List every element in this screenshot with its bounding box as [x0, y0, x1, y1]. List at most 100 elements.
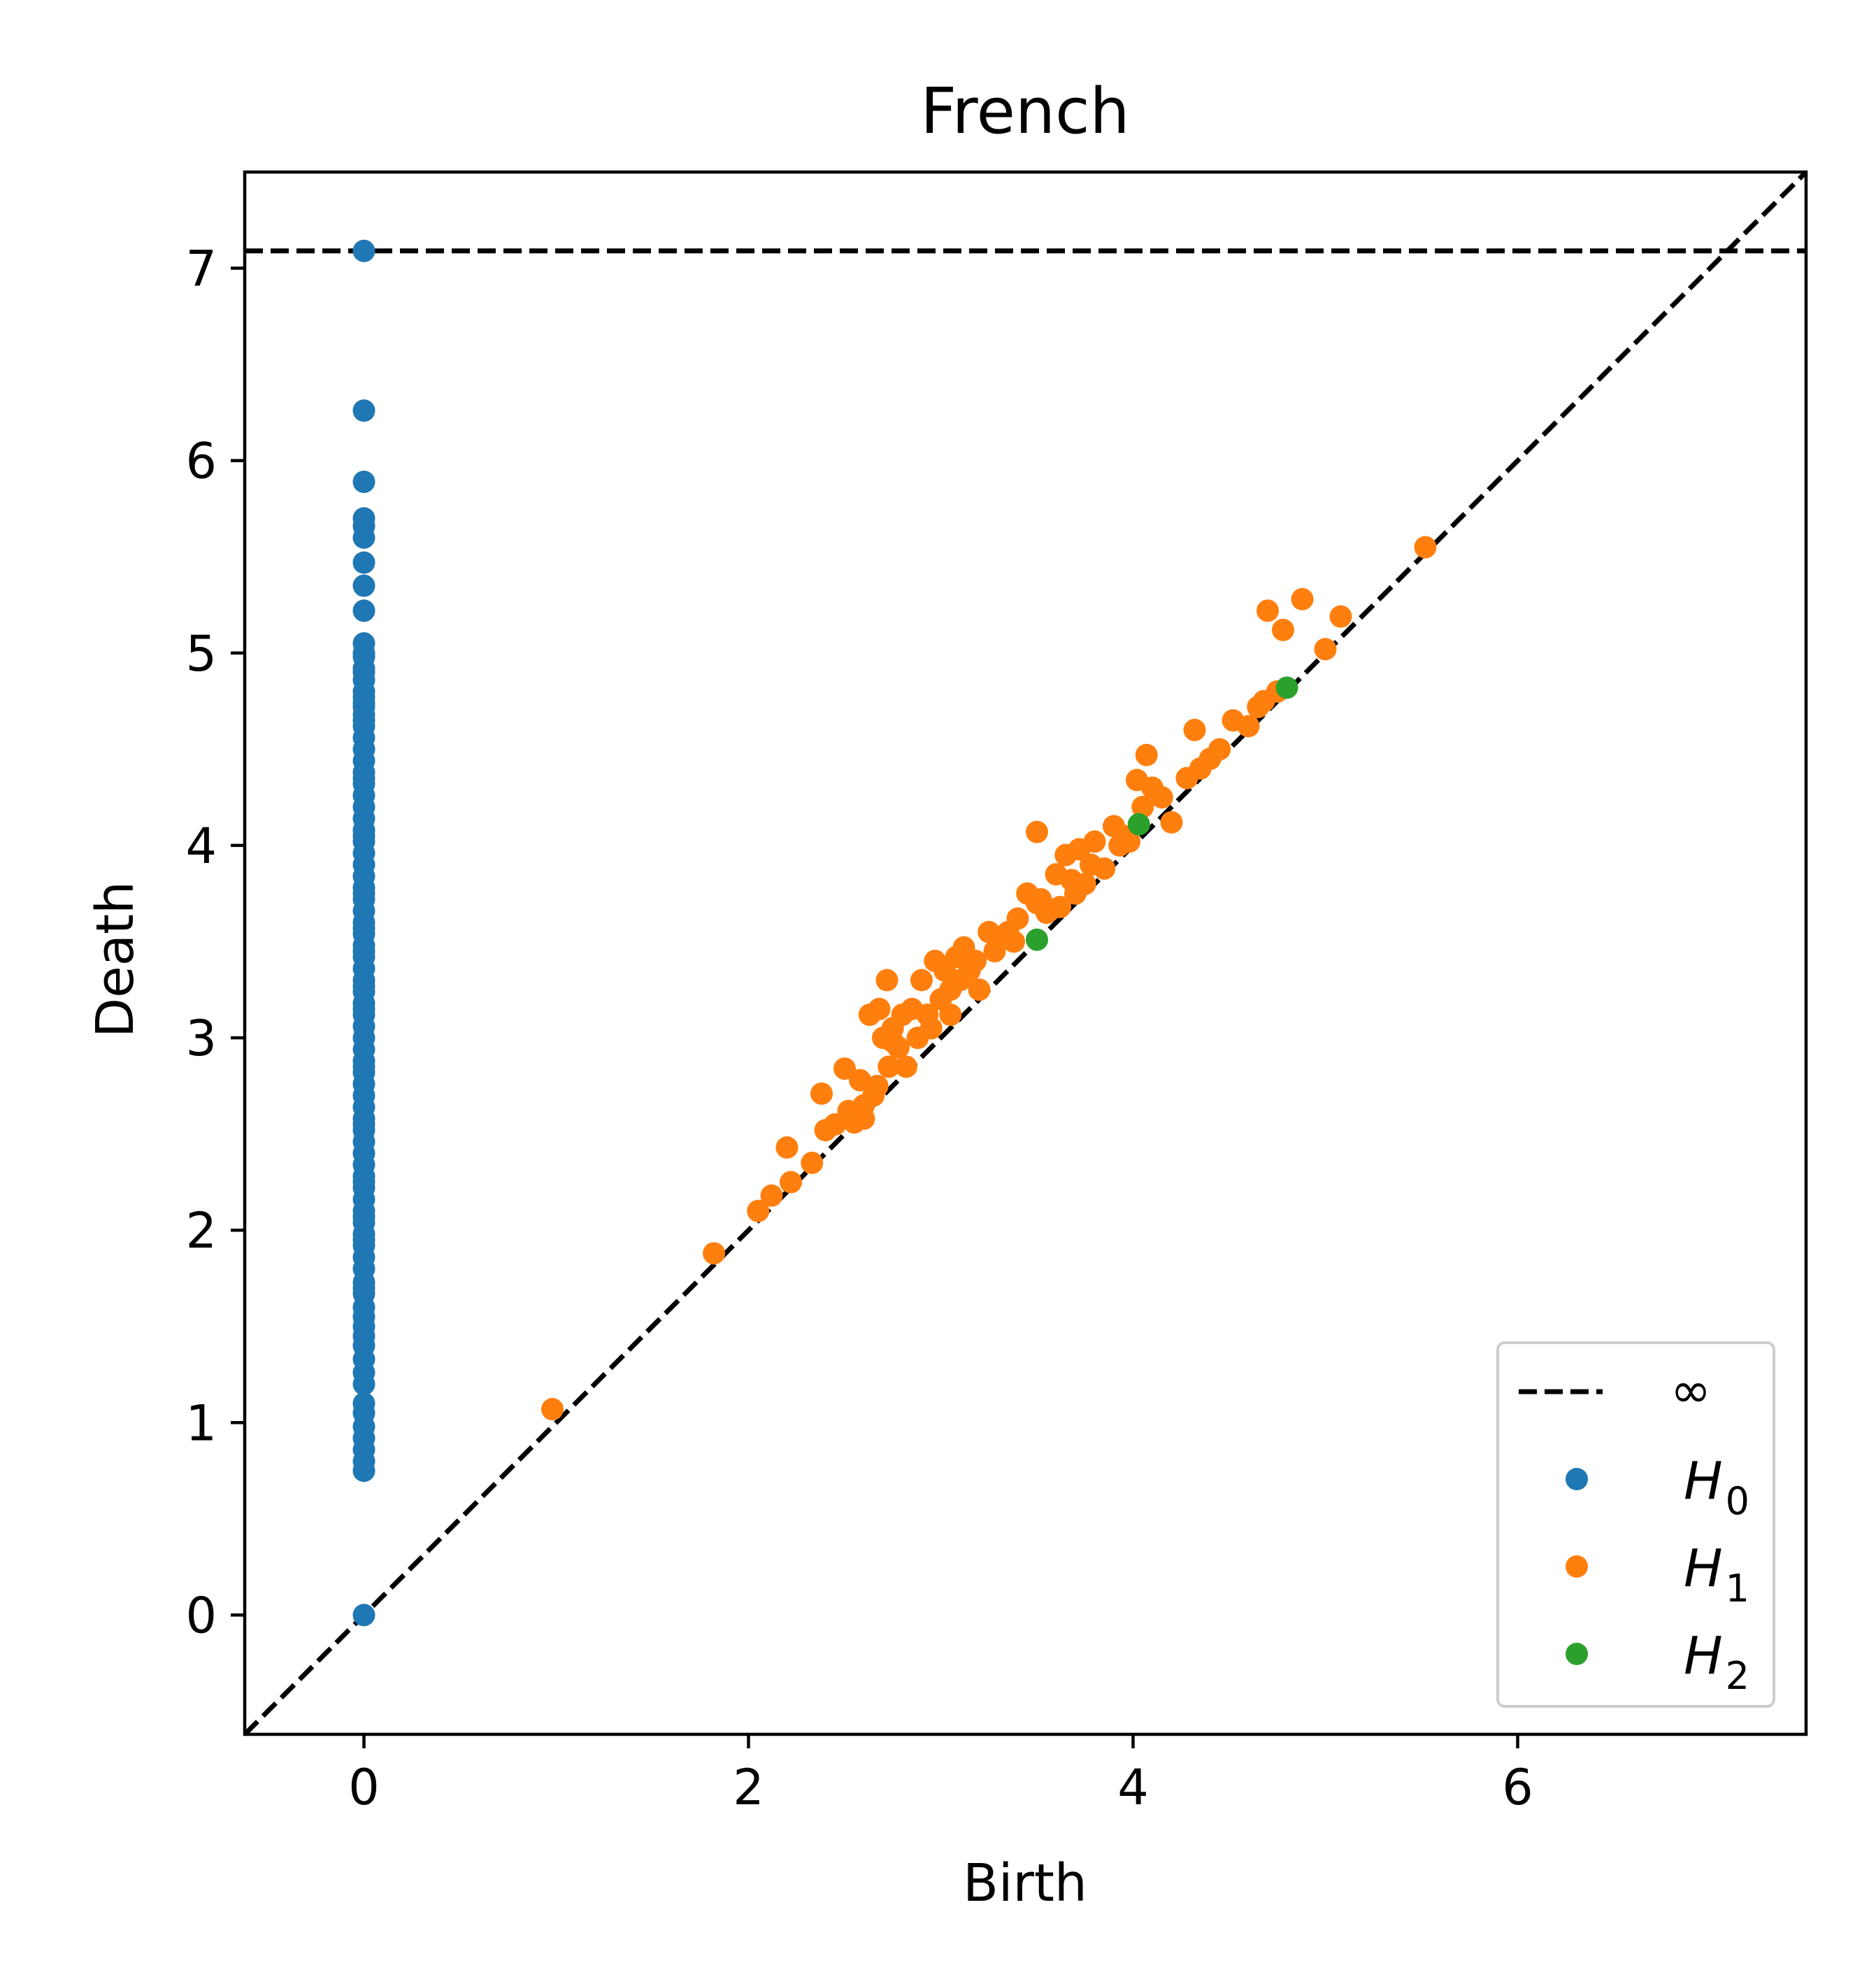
data-point-h0 [352, 1113, 375, 1136]
data-point-h0 [352, 470, 375, 493]
data-point-h0 [352, 1604, 375, 1627]
x-tick-label: 6 [1502, 1759, 1533, 1816]
data-point-h1 [1208, 738, 1231, 761]
data-point-h1 [852, 1107, 875, 1130]
data-point-h0 [352, 997, 375, 1020]
data-point-h2 [1127, 813, 1150, 836]
plot-frame [243, 170, 1808, 1736]
data-point-h2 [1275, 676, 1298, 699]
data-point-h1 [878, 1055, 901, 1078]
data-point-h1 [964, 950, 987, 973]
data-point-h1 [1026, 820, 1048, 843]
data-point-h0 [352, 599, 375, 622]
data-point-h1 [1083, 830, 1106, 853]
data-point-h1 [968, 978, 991, 1001]
data-point-h1 [1118, 830, 1140, 853]
diagonal-line [245, 172, 1806, 1734]
data-point-h1 [833, 1057, 856, 1080]
data-point-h1 [939, 1004, 962, 1027]
y-axis-ticks: 0 1 2 3 4 5 6 7 [185, 241, 245, 1644]
data-point-h1 [1160, 811, 1183, 834]
data-point-h1 [868, 997, 891, 1020]
data-point-h0 [352, 1205, 375, 1228]
data-point-h1 [1314, 638, 1337, 661]
data-point-h1 [1291, 587, 1314, 611]
data-point-h1 [849, 1069, 871, 1092]
y-tick-label: 7 [185, 241, 217, 298]
data-point-h1 [780, 1171, 802, 1194]
legend-infinity-label: ∞ [1670, 1362, 1711, 1419]
data-point-h0 [352, 1055, 375, 1078]
data-point-h0 [352, 766, 375, 790]
legend-swatch-h2 [1566, 1643, 1588, 1665]
data-point-h0 [352, 686, 375, 709]
y-tick-label: 5 [185, 625, 217, 683]
data-point-h0 [352, 940, 375, 963]
data-point-h1 [881, 1030, 904, 1053]
legend-label-h2: H2 [1684, 1626, 1749, 1698]
data-point-h1 [1006, 907, 1029, 930]
x-axis-ticks: 0 2 4 6 [348, 1734, 1533, 1816]
data-point-h0 [352, 399, 375, 422]
legend-label-subscript: 1 [1726, 1566, 1749, 1611]
data-point-h1 [1256, 599, 1279, 622]
data-point-h0 [352, 917, 375, 940]
data-point-h0 [352, 825, 375, 848]
data-point-h2 [1026, 928, 1048, 951]
data-point-h1 [1093, 857, 1116, 880]
data-point-h1 [866, 1074, 889, 1097]
x-tick-label: 4 [1117, 1759, 1149, 1816]
y-tick-label: 3 [185, 1010, 217, 1067]
data-point-h0 [352, 1276, 375, 1299]
data-point-h0 [352, 661, 375, 684]
data-point-h1 [875, 969, 898, 992]
legend-swatch-h0 [1566, 1468, 1588, 1490]
legend-swatch-h1 [1566, 1555, 1588, 1578]
data-point-h0 [352, 239, 375, 262]
data-point-h1 [1150, 786, 1173, 809]
data-point-h1 [910, 969, 933, 992]
data-point-h0 [352, 1392, 375, 1415]
x-axis-label: Birth [963, 1853, 1087, 1913]
data-point-h1 [1329, 605, 1352, 628]
data-point-h1 [1060, 869, 1083, 892]
data-point-h1 [541, 1398, 564, 1421]
data-point-h1 [801, 1151, 824, 1174]
legend-label-subscript: 0 [1726, 1479, 1749, 1523]
data-point-h1 [747, 1199, 770, 1222]
data-point-h1 [703, 1242, 725, 1265]
data-point-h0 [352, 1228, 375, 1251]
legend-label-subscript: 2 [1726, 1654, 1749, 1698]
data-point-h0 [352, 574, 375, 597]
data-point-h1 [775, 1136, 799, 1159]
data-point-h1 [1049, 895, 1071, 918]
y-tick-label: 1 [185, 1394, 217, 1452]
y-axis-label: Death [85, 881, 145, 1038]
data-point-h1 [1135, 743, 1158, 766]
data-point-h1 [1003, 930, 1025, 953]
x-tick-label: 2 [733, 1759, 764, 1816]
data-points [352, 239, 1437, 1627]
data-point-h1 [1272, 618, 1294, 641]
legend-label-h1: H1 [1684, 1539, 1749, 1611]
data-point-h1 [1131, 795, 1154, 818]
data-point-h1 [895, 1055, 917, 1078]
reference-lines [245, 172, 1806, 1734]
legend-box [1496, 1341, 1775, 1708]
data-point-h0 [352, 551, 375, 574]
data-point-h1 [760, 1184, 783, 1207]
data-point-h1 [1237, 715, 1260, 738]
chart-title: French [920, 75, 1129, 148]
data-point-h0 [352, 641, 375, 664]
y-tick-label: 4 [185, 818, 217, 875]
data-point-h0 [352, 507, 375, 530]
data-point-h1 [1183, 718, 1206, 741]
data-point-h0 [352, 882, 375, 905]
y-tick-label: 2 [185, 1202, 217, 1259]
y-tick-label: 0 [185, 1587, 217, 1644]
data-point-h1 [919, 1017, 943, 1040]
data-point-h0 [352, 974, 375, 997]
data-point-h1 [810, 1082, 833, 1105]
